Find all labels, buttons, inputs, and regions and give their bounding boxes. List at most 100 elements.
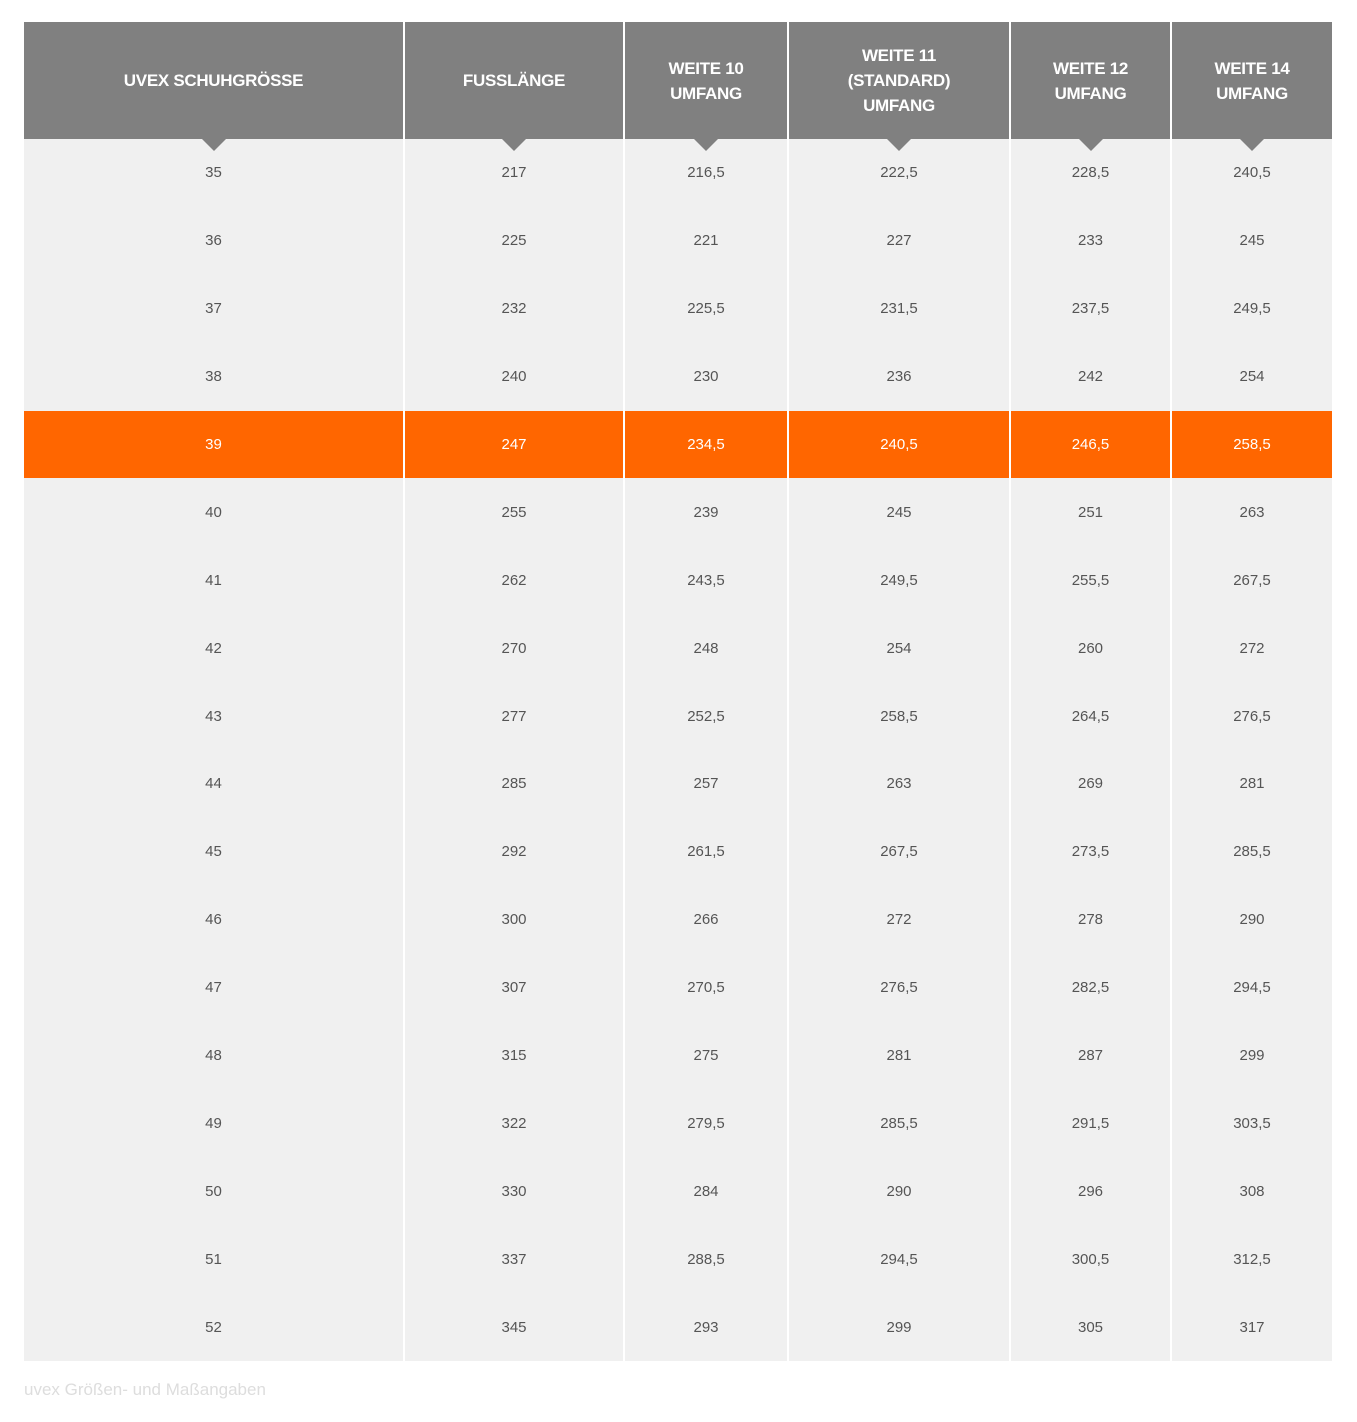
table-cell: 273,5 xyxy=(1009,817,1171,886)
table-cell: 267,5 xyxy=(1170,546,1332,615)
table-cell: 258,5 xyxy=(1170,410,1332,479)
table-cell: 245 xyxy=(1170,206,1332,275)
table-cell: 248 xyxy=(623,614,788,683)
table-cell: 330 xyxy=(403,1157,624,1226)
header-pointer-icon xyxy=(1240,139,1264,151)
table-cell: 237,5 xyxy=(1009,274,1171,343)
table-cell: 270 xyxy=(403,614,624,683)
table-cell: 263 xyxy=(787,750,1010,818)
table-cell: 221 xyxy=(623,206,788,275)
table-cell: 51 xyxy=(24,1225,404,1294)
column-header: UVEX SCHUHGRÖSSE xyxy=(24,22,404,151)
table-row: 51 337 288,5 294,5 300,5 312,5 xyxy=(24,1225,1332,1294)
column-header: WEITE 12 UMFANG xyxy=(1009,22,1171,151)
header-pointer-icon xyxy=(1078,139,1103,151)
table-cell: 293 xyxy=(623,1293,788,1362)
table-cell: 285 xyxy=(403,750,624,818)
table-cell: 279,5 xyxy=(623,1089,788,1158)
table-cell: 240 xyxy=(403,342,624,411)
table-cell: 300,5 xyxy=(1009,1225,1171,1294)
table-cell: 249,5 xyxy=(1170,274,1332,343)
table-cell: 254 xyxy=(1170,342,1332,411)
table-cell: 264,5 xyxy=(1009,682,1171,751)
table-cell: 257 xyxy=(623,750,788,818)
table-cell: 276,5 xyxy=(787,953,1010,1022)
table-cell: 39 xyxy=(24,410,404,479)
table-cell: 303,5 xyxy=(1170,1089,1332,1158)
table-cell: 233 xyxy=(1009,206,1171,275)
table-cell: 305 xyxy=(1009,1293,1171,1362)
table-cell: 236 xyxy=(787,342,1010,411)
table-cell: 290 xyxy=(1170,885,1332,954)
table-cell: 275 xyxy=(623,1021,788,1090)
table-cell: 296 xyxy=(1009,1157,1171,1226)
table-cell: 285,5 xyxy=(1170,817,1332,886)
header-pointer-icon xyxy=(201,139,226,151)
table-cell: 285,5 xyxy=(787,1089,1010,1158)
table-cell: 272 xyxy=(787,885,1010,954)
table-cell: 315 xyxy=(403,1021,624,1090)
table-cell: 246,5 xyxy=(1009,410,1171,479)
table-cell: 42 xyxy=(24,614,404,683)
table-cell: 308 xyxy=(1170,1157,1332,1226)
size-chart-table: UVEX SCHUHGRÖSSE FUSSLÄNGE WEITE 10 UMFANG… xyxy=(24,22,1332,1362)
table-cell: 255,5 xyxy=(1009,546,1171,615)
table-cell: 38 xyxy=(24,342,404,411)
table-row: 43 277 252,5 258,5 264,5 276,5 xyxy=(24,682,1332,751)
table-cell: 278 xyxy=(1009,885,1171,954)
table-row: 47 307 270,5 276,5 282,5 294,5 xyxy=(24,953,1332,1022)
table-cell: 288,5 xyxy=(623,1225,788,1294)
table-cell: 225,5 xyxy=(623,274,788,343)
table-cell: 281 xyxy=(787,1021,1010,1090)
header-pointer-icon xyxy=(887,139,911,151)
table-cell: 45 xyxy=(24,817,404,886)
table-cell: 299 xyxy=(787,1293,1010,1362)
table-cell: 247 xyxy=(403,410,624,479)
table-cell: 41 xyxy=(24,546,404,615)
table-cell: 276,5 xyxy=(1170,682,1332,751)
table-cell: 272 xyxy=(1170,614,1332,683)
table-cell: 240,5 xyxy=(787,410,1010,479)
table-cell: 46 xyxy=(24,885,404,954)
table-cell: 260 xyxy=(1009,614,1171,683)
table-cell: 287 xyxy=(1009,1021,1171,1090)
table-cell: 230 xyxy=(623,342,788,411)
table-cell: 231,5 xyxy=(787,274,1010,343)
table-cell: 345 xyxy=(403,1293,624,1362)
table-cell: 307 xyxy=(403,953,624,1022)
column-header-label: WEITE 10 UMFANG xyxy=(668,58,744,103)
table-cell: 243,5 xyxy=(623,546,788,615)
table-row: 38 240 230 236 242 254 xyxy=(24,342,1332,411)
column-header: WEITE 14 UMFANG xyxy=(1170,22,1332,151)
header-row: UVEX SCHUHGRÖSSE FUSSLÄNGE WEITE 10 UMFANG… xyxy=(24,22,1332,151)
table-cell: 294,5 xyxy=(1170,953,1332,1022)
table-cell: 251 xyxy=(1009,478,1171,547)
table-cell: 52 xyxy=(24,1293,404,1362)
table-cell: 255 xyxy=(403,478,624,547)
table-cell: 277 xyxy=(403,682,624,751)
table-cell: 292 xyxy=(403,817,624,886)
header-pointer-icon xyxy=(502,139,526,151)
table-cell: 263 xyxy=(1170,478,1332,547)
column-header: FUSSLÄNGE xyxy=(403,22,624,151)
table-cell: 299 xyxy=(1170,1021,1332,1090)
table-cell: 239 xyxy=(623,478,788,547)
table-row: 41 262 243,5 249,5 255,5 267,5 xyxy=(24,546,1332,615)
column-header: WEITE 10 UMFANG xyxy=(623,22,788,151)
table-cell: 227 xyxy=(787,206,1010,275)
table-cell: 40 xyxy=(24,478,404,547)
table-cell: 249,5 xyxy=(787,546,1010,615)
table-cell: 245 xyxy=(787,478,1010,547)
table-row: 44 285 257 263 269 281 xyxy=(24,750,1332,818)
table-row: 48 315 275 281 287 299 xyxy=(24,1021,1332,1090)
column-header-label: WEITE 11 (STANDARD) UMFANG xyxy=(847,46,951,115)
header-pointer-icon xyxy=(694,139,718,151)
table-cell: 36 xyxy=(24,206,404,275)
table-row: 36 225 221 227 233 245 xyxy=(24,206,1332,275)
table-cell: 43 xyxy=(24,682,404,751)
table-cell: 262 xyxy=(403,546,624,615)
table-caption: uvex Größen- und Maßangaben xyxy=(24,1380,266,1399)
table-cell: 300 xyxy=(403,885,624,954)
table-cell: 252,5 xyxy=(623,682,788,751)
table-cell: 261,5 xyxy=(623,817,788,886)
